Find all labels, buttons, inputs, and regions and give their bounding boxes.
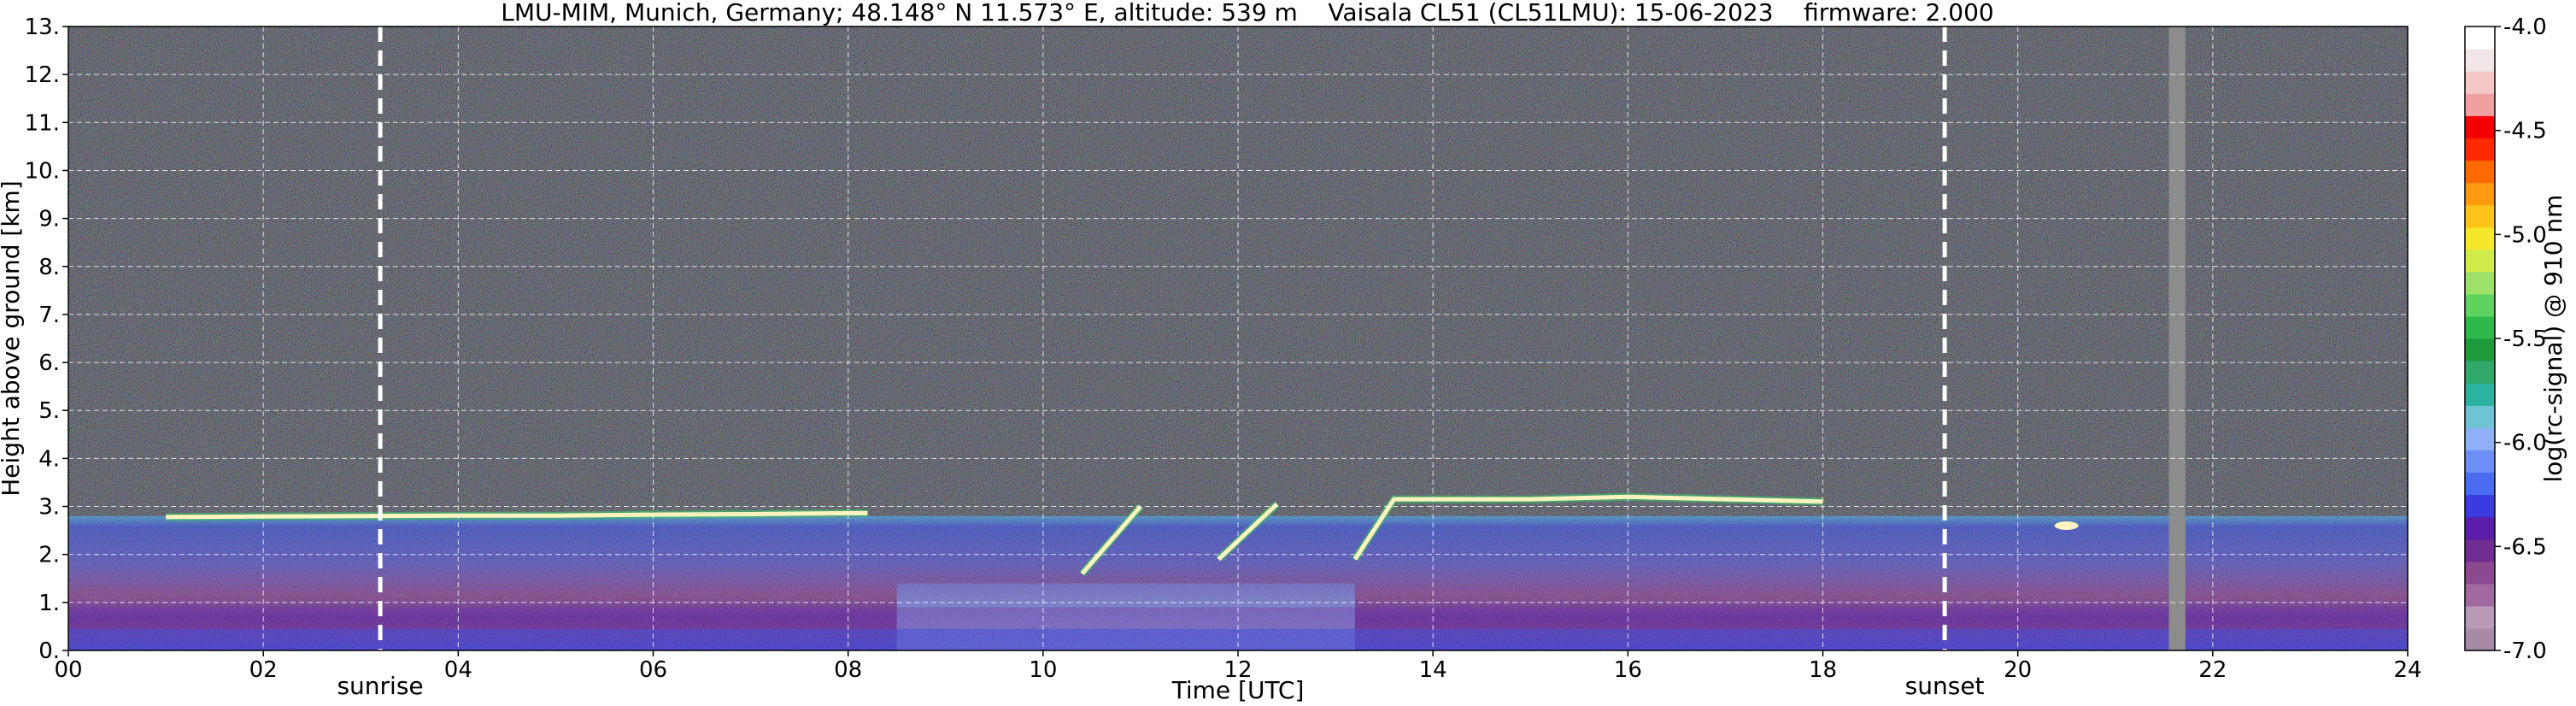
- colorbar-segment: [2465, 26, 2495, 50]
- x-tick-label: 14: [1419, 657, 1447, 683]
- y-tick-label: 2.: [38, 543, 60, 568]
- x-tick-label: 20: [2004, 657, 2032, 683]
- plot-layers: [68, 26, 2408, 650]
- colorbar-segment: [2465, 405, 2495, 428]
- x-tick-label: 12: [1223, 657, 1252, 683]
- colorbar-segment: [2465, 71, 2495, 94]
- colorbar-segment: [2465, 249, 2495, 273]
- x-tick-label: 04: [444, 657, 472, 683]
- colorbar-segment: [2465, 271, 2495, 295]
- x-tick-label: 00: [54, 657, 82, 683]
- colorbar-tick-label: -7.0: [2503, 638, 2547, 664]
- y-tick-label: 7.: [38, 303, 60, 328]
- y-tick-label: 5.: [38, 398, 60, 424]
- x-tick-label: 06: [639, 657, 667, 683]
- cloud-base-line: [1353, 494, 1823, 561]
- x-axis-label: Time [UTC]: [1171, 676, 1305, 704]
- x-tick-label: 16: [1614, 657, 1642, 683]
- colorbar-segment: [2465, 383, 2495, 406]
- y-tick-label: 9.: [38, 207, 60, 232]
- colorbar-segment: [2465, 450, 2495, 474]
- colorbar-segment: [2465, 227, 2495, 250]
- colorbar-segment: [2465, 627, 2495, 651]
- colorbar-tick-label: -5.5: [2503, 327, 2547, 352]
- colorbar-segment: [2465, 93, 2495, 116]
- colorbar-label: log(rc-signal) @ 910 nm: [2539, 195, 2567, 483]
- colorbar-segment: [2465, 49, 2495, 72]
- colorbar-segment: [2465, 583, 2495, 607]
- colorbar-tick-label: -6.0: [2503, 431, 2547, 456]
- colorbar-segment: [2465, 160, 2495, 184]
- y-tick-label: 0.: [38, 638, 60, 664]
- y-tick-label: 4.: [38, 446, 60, 472]
- colorbar-segment: [2465, 605, 2495, 629]
- x-tick-label: 08: [834, 657, 862, 683]
- colorbar-tick-label: -4.5: [2503, 119, 2547, 144]
- y-tick-label: 1.: [38, 591, 60, 616]
- no-data-band: [2168, 26, 2186, 650]
- colorbar-segment: [2465, 182, 2495, 206]
- colorbar-segment: [2465, 472, 2495, 496]
- y-tick-label: 13.: [25, 15, 60, 40]
- y-tick-label: 6.: [38, 350, 60, 376]
- sunset-label: sunset: [1905, 672, 1985, 700]
- colorbar-segment: [2465, 138, 2495, 162]
- colorbar-tick-label: -4.0: [2503, 15, 2547, 40]
- y-axis-label: Height above ground [km]: [0, 180, 25, 497]
- cloud-base-line: [1217, 502, 1279, 562]
- y-tick-label: 8.: [38, 255, 60, 280]
- colorbar-segment: [2465, 494, 2495, 518]
- colorbar: -7.0 -6.5 -6.0 -5.5 -5.0 -4.5 -4.0 log(rc-signa…: [2464, 15, 2567, 664]
- plot-area: [68, 26, 2408, 650]
- y-tick-label: 10.: [25, 158, 60, 184]
- y-tick-label: 12.: [25, 62, 60, 88]
- y-tick-label: 3.: [38, 495, 60, 521]
- sunrise-label: sunrise: [337, 672, 423, 700]
- y-tick-label: 11.: [25, 110, 60, 136]
- colorbar-segment: [2465, 538, 2495, 562]
- colorbar-tick-label: -5.0: [2503, 222, 2547, 248]
- cloud-base-line: [166, 510, 868, 520]
- cloud-base-line: [1080, 504, 1142, 575]
- colorbar-segment: [2465, 315, 2495, 339]
- colorbar-segment: [2465, 115, 2495, 138]
- x-tick-label: 02: [249, 657, 278, 683]
- cloud-base-point: [2054, 521, 2079, 530]
- colorbar-segment: [2465, 361, 2495, 384]
- colorbar-segment: [2465, 293, 2495, 317]
- axes: sunrise sunset 00 02 04 06 08 10 12 14 16 18 20 22 24 0…: [0, 15, 2422, 704]
- x-tick-label: 22: [2198, 657, 2227, 683]
- colorbar-segment: [2465, 516, 2495, 540]
- x-tick-label: 18: [1809, 657, 1837, 683]
- colorbar-segment: [2465, 204, 2495, 228]
- chart-title: LMU-MIM, Munich, Germany; 48.148° N 11.5…: [501, 0, 1994, 26]
- colorbar-segment: [2465, 338, 2495, 362]
- colorbar-tick-label: -6.5: [2503, 534, 2547, 560]
- colorbar-segment: [2465, 561, 2495, 585]
- x-tick-label: 24: [2393, 657, 2421, 683]
- x-tick-label: 10: [1029, 657, 1057, 683]
- colorbar-segment: [2465, 427, 2495, 450]
